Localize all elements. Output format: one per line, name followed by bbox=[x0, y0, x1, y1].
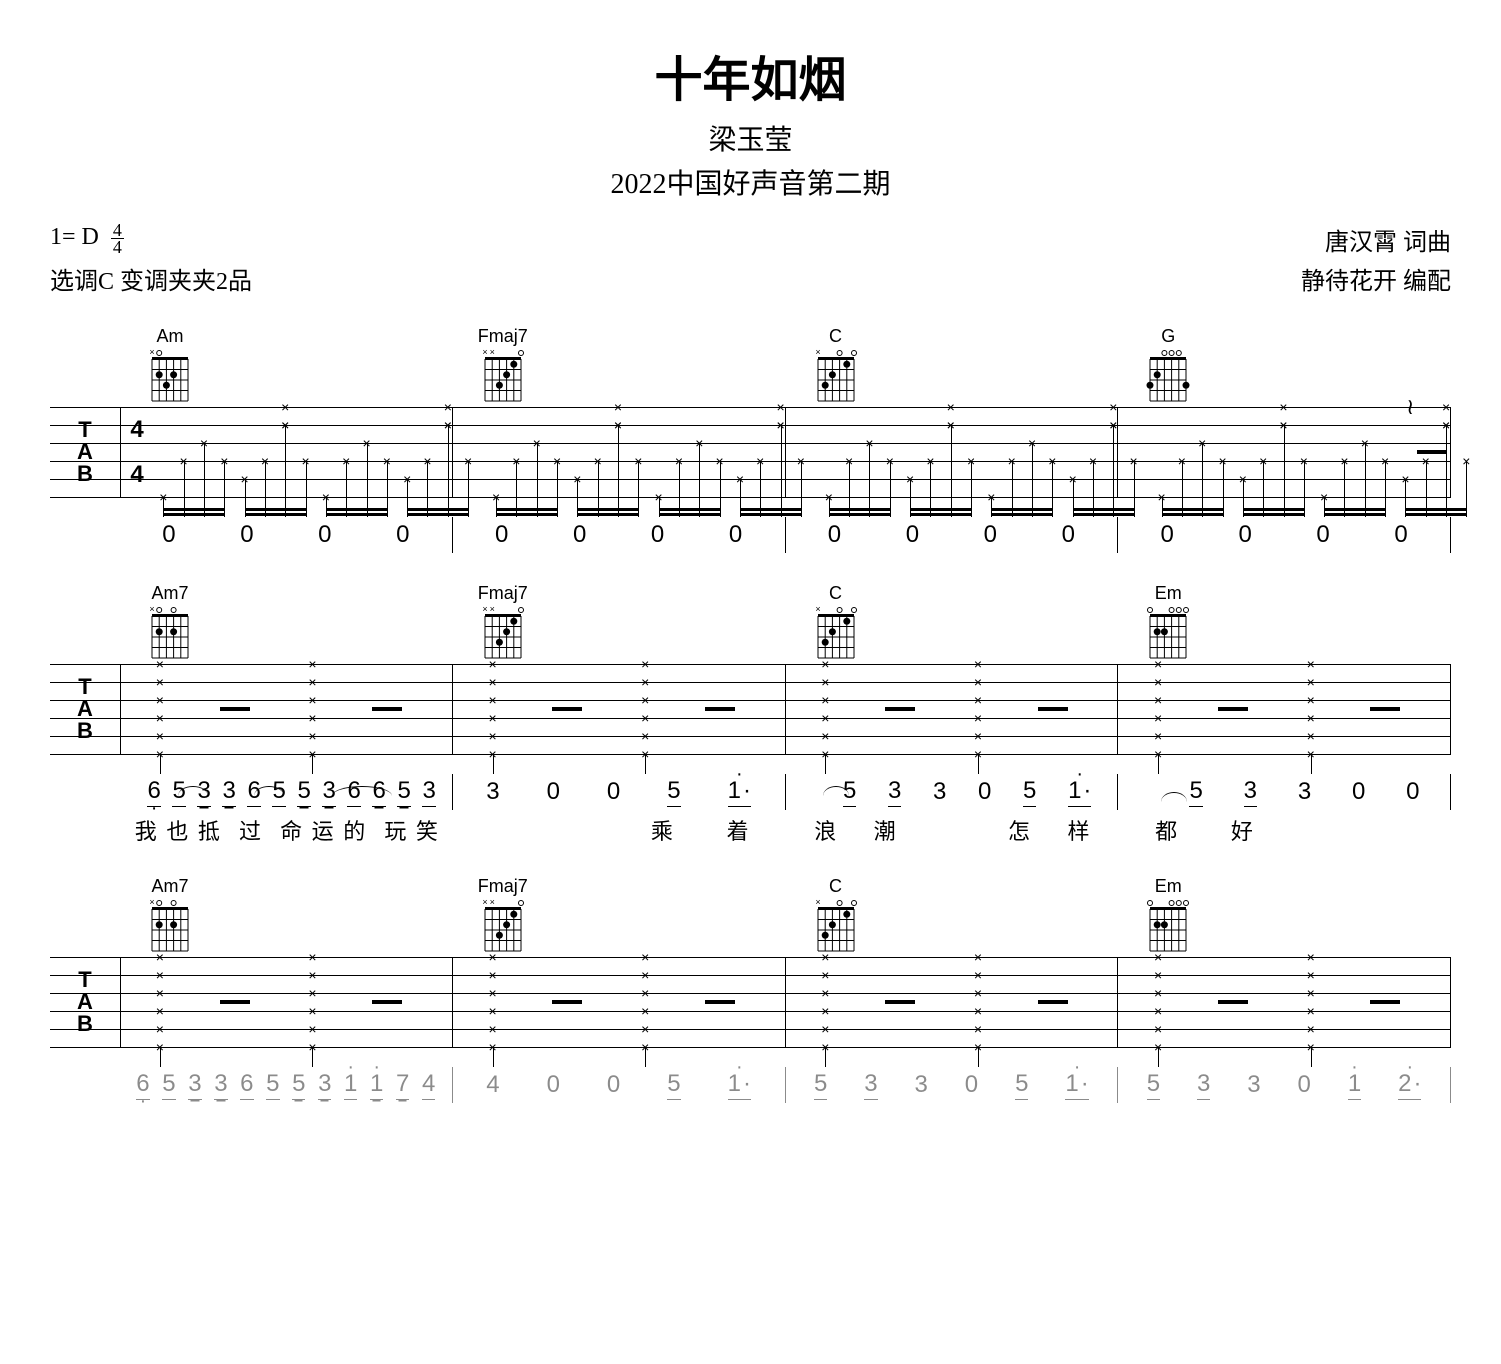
tab-measure: ××××××××××××××××××××≀ bbox=[1118, 407, 1451, 497]
svg-text:×: × bbox=[482, 606, 487, 614]
jianpu-note: 0 bbox=[984, 521, 997, 549]
staff-system: Am7 × Fmaj7 ×× C × Em TAB×××××××××××××××… bbox=[50, 583, 1451, 846]
chord-name: Am bbox=[157, 326, 184, 347]
tab-measure: ×××××××××××× bbox=[1118, 664, 1451, 754]
jianpu-note: 0 bbox=[1161, 521, 1174, 549]
jianpu-note: 0 bbox=[651, 521, 664, 549]
svg-text:×: × bbox=[482, 349, 487, 357]
tab-measure: ×××××××××××× bbox=[1118, 957, 1451, 1047]
chord-name: C bbox=[829, 876, 842, 897]
tab-clef: TAB bbox=[50, 407, 120, 497]
svg-text:×: × bbox=[149, 349, 154, 357]
chord-name: G bbox=[1161, 326, 1175, 347]
chord-diagram: Fmaj7 ×× bbox=[473, 876, 533, 955]
jianpu-note: 0 bbox=[495, 521, 508, 549]
score-body: Am × Fmaj7 ×× C × G TAB44×××××××××××××××… bbox=[50, 326, 1451, 1103]
chord-diagram: Fmaj7 ×× bbox=[473, 326, 533, 405]
chord-diagram: C × bbox=[806, 326, 866, 405]
chord-diagram: Am7 × bbox=[140, 876, 200, 955]
timesig: 4 4 bbox=[111, 222, 124, 255]
jianpu-note: 0 bbox=[162, 521, 175, 549]
jianpu-note: 0 bbox=[1062, 521, 1075, 549]
chord-name: Fmaj7 bbox=[478, 326, 528, 347]
tab-staff: TAB×××××××××××××××××××××××××××××××××××××… bbox=[50, 957, 1451, 1047]
tab-clef: TAB bbox=[50, 957, 120, 1047]
svg-text:×: × bbox=[489, 349, 494, 357]
capo-label: 选调C 变调夹夹2品 bbox=[50, 261, 252, 296]
arranger-credit: 静待花开 编配 bbox=[1301, 261, 1451, 296]
tab-measure: ×××××××××××××××××××× bbox=[120, 407, 453, 497]
svg-text:×: × bbox=[482, 899, 487, 907]
tab-measure: ×××××××××××× bbox=[453, 664, 786, 754]
svg-text:×: × bbox=[149, 899, 154, 907]
chord-diagram: Em bbox=[1138, 583, 1198, 662]
lyrics-row: 我也抵过命运的玩笑乘着浪潮怎样都好 bbox=[120, 814, 1451, 846]
svg-text:×: × bbox=[489, 606, 494, 614]
jianpu-note: 0 bbox=[240, 521, 253, 549]
composer-credit: 唐汉霄 词曲 bbox=[1325, 222, 1451, 257]
chord-diagram: Fmaj7 ×× bbox=[473, 583, 533, 662]
jianpu-note: 0 bbox=[1394, 521, 1407, 549]
jianpu-row: 6 5 3 3 6 5 5 3 6 6 5 33 0 0 5 1 5 3 3 bbox=[120, 774, 1451, 810]
lyrics-measure: 乘着 bbox=[453, 814, 786, 846]
chord-diagram: Em bbox=[1138, 876, 1198, 955]
staff-system: Am × Fmaj7 ×× C × G TAB44×××××××××××××××… bbox=[50, 326, 1451, 553]
artist-name: 梁玉莹 bbox=[50, 118, 1451, 158]
jianpu-note: 0 bbox=[318, 521, 331, 549]
chord-diagram: C × bbox=[806, 876, 866, 955]
song-title: 十年如烟 bbox=[50, 40, 1451, 110]
tab-measure: ×××××××××××× bbox=[120, 957, 453, 1047]
tab-measure: ×××××××××××××××××××× bbox=[453, 407, 786, 497]
jianpu-measure: 3 0 0 5 1 bbox=[453, 774, 785, 810]
jianpu-measure: 6 5 3 3 6 5 5 3 6 6 5 3 bbox=[120, 774, 452, 810]
tab-measure: ×××××××××××× bbox=[786, 957, 1119, 1047]
jianpu-row: 0 0 0 0 0 0 0 0 0 0 0 0 0 0 0 0 bbox=[120, 517, 1451, 553]
chord-diagram: C × bbox=[806, 583, 866, 662]
chord-diagram: Am × bbox=[140, 326, 200, 405]
chord-name: C bbox=[829, 583, 842, 604]
episode-label: 2022中国好声音第二期 bbox=[50, 162, 1451, 202]
svg-text:×: × bbox=[815, 606, 820, 614]
tab-measure: ×××××××××××× bbox=[453, 957, 786, 1047]
jianpu-note: 0 bbox=[906, 521, 919, 549]
jianpu-measure: 5 3 3 0 0 bbox=[1118, 774, 1450, 810]
svg-text:×: × bbox=[815, 899, 820, 907]
jianpu-note: 0 bbox=[828, 521, 841, 549]
chord-name: Fmaj7 bbox=[478, 583, 528, 604]
chord-row: Am × Fmaj7 ×× C × G bbox=[120, 326, 1451, 405]
svg-text:×: × bbox=[149, 606, 154, 614]
lyrics-measure: 浪潮怎样 bbox=[786, 814, 1119, 846]
svg-text:×: × bbox=[815, 349, 820, 357]
chord-diagram: G bbox=[1138, 326, 1198, 405]
tab-measure: ×××××××××××× bbox=[786, 664, 1119, 754]
svg-text:×: × bbox=[489, 899, 494, 907]
jianpu-note: 0 bbox=[729, 521, 742, 549]
chord-name: C bbox=[829, 326, 842, 347]
chord-name: Am7 bbox=[151, 583, 188, 604]
chord-name: Em bbox=[1155, 876, 1182, 897]
tab-measure: ×××××××××××× bbox=[120, 664, 453, 754]
chord-name: Fmaj7 bbox=[478, 876, 528, 897]
tab-measure: ×××××××××××××××××××× bbox=[786, 407, 1119, 497]
tab-staff: TAB×××××××××××××××××××××××××××××××××××××… bbox=[50, 664, 1451, 754]
jianpu-note: 0 bbox=[1238, 521, 1251, 549]
chord-row: Am7 × Fmaj7 ×× C × Em bbox=[120, 876, 1451, 955]
jianpu-row: 6 5 3 3 6 5 5 3 1 1 7 440051533051533012 bbox=[120, 1067, 1451, 1103]
jianpu-measure: 5 3 3 0 5 1 bbox=[786, 774, 1118, 810]
jianpu-note: 0 bbox=[1316, 521, 1329, 549]
jianpu-note: 0 bbox=[396, 521, 409, 549]
jianpu-note: 0 bbox=[573, 521, 586, 549]
lyrics-measure: 我也抵过命运的玩笑 bbox=[120, 814, 453, 846]
chord-diagram: Am7 × bbox=[140, 583, 200, 662]
staff-system: Am7 × Fmaj7 ×× C × Em TAB×××××××××××××××… bbox=[50, 876, 1451, 1103]
chord-name: Em bbox=[1155, 583, 1182, 604]
lyrics-measure: 都好 bbox=[1118, 814, 1451, 846]
chord-row: Am7 × Fmaj7 ×× C × Em bbox=[120, 583, 1451, 662]
tab-clef: TAB bbox=[50, 664, 120, 754]
chord-name: Am7 bbox=[151, 876, 188, 897]
tab-staff: TAB44×××××××××××××××××××××××××××××××××××… bbox=[50, 407, 1451, 497]
key-label: 1= D bbox=[50, 224, 99, 250]
